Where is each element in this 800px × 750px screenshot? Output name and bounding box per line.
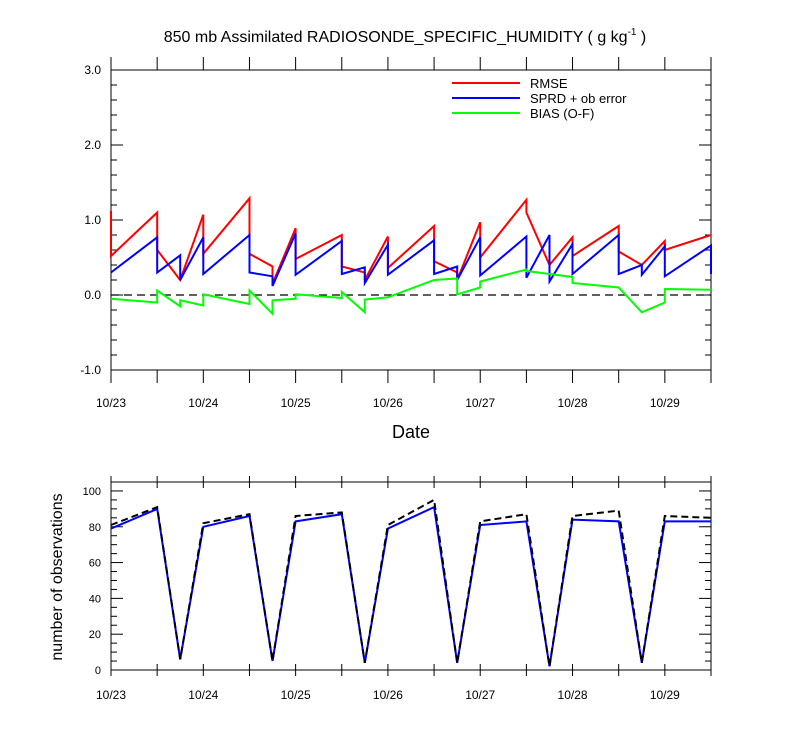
bottom-x-axis: 10/23 10/24 10/25 10/26 10/27 10/28 10/29 (96, 476, 712, 702)
x-tick-label: 10/23 (96, 688, 126, 702)
y-tick-label: -1.0 (80, 363, 101, 377)
y-tick-label: 60 (89, 558, 101, 570)
y-tick-label: 80 (89, 522, 101, 534)
x-tick-label: 10/25 (281, 688, 311, 702)
x-tick-label: 10/29 (650, 688, 680, 702)
x-tick-label: 10/27 (465, 688, 495, 702)
series-line-2 (110, 268, 712, 317)
x-tick-label: 10/24 (188, 396, 218, 410)
y-tick-label: 1.0 (84, 213, 101, 227)
top-x-axis: 10/23 10/24 10/25 10/26 10/27 10/28 10/29 (96, 57, 712, 410)
y-tick-label: 2.0 (84, 138, 101, 152)
x-tick-label: 10/28 (558, 688, 588, 702)
y-tick-label: 0 (95, 665, 101, 677)
bottom-y-axis: 0 20 40 60 80 100 (83, 481, 711, 677)
bottom-y-axis-label: number of observations (49, 493, 66, 660)
legend-label-2: BIAS (O-F) (530, 106, 594, 121)
x-axis-label: Date (392, 422, 430, 442)
x-tick-label: 10/26 (373, 688, 403, 702)
x-tick-label: 10/27 (465, 396, 495, 410)
y-tick-label: 40 (89, 593, 101, 605)
title-end: ) (636, 29, 646, 46)
legend-label-0: RMSE (530, 76, 568, 91)
series-line-1 (110, 232, 712, 287)
bottom-plot-frame (110, 481, 712, 671)
y-tick-label: 100 (83, 486, 101, 498)
x-tick-label: 10/28 (558, 396, 588, 410)
series-line-0 (110, 505, 711, 667)
y-tick-label: 3.0 (84, 63, 101, 77)
title-superscript: -1 (628, 27, 637, 38)
series-line-1 (110, 498, 712, 667)
chart-title: 850 mb Assimilated RADIOSONDE_SPECIFIC_H… (164, 27, 647, 46)
x-tick-label: 10/25 (281, 396, 311, 410)
bottom-series (110, 498, 712, 667)
y-tick-label: 0.0 (84, 288, 101, 302)
top-y-axis: -1.0 0.0 1.0 2.0 3.0 (80, 63, 711, 377)
title-main: 850 mb Assimilated RADIOSONDE_SPECIFIC_H… (164, 29, 628, 46)
top-series (110, 195, 712, 317)
y-tick-label: 20 (89, 629, 101, 641)
legend-label-1: SPRD + ob error (530, 91, 627, 106)
x-tick-label: 10/24 (188, 688, 218, 702)
top-chart: -1.00.01.02.03.0 10/23 10/24 10/25 10/26 10/… (80, 57, 712, 442)
x-tick-label: 10/29 (650, 396, 680, 410)
x-tick-label: 10/26 (373, 396, 403, 410)
x-tick-label: 10/23 (96, 396, 126, 410)
